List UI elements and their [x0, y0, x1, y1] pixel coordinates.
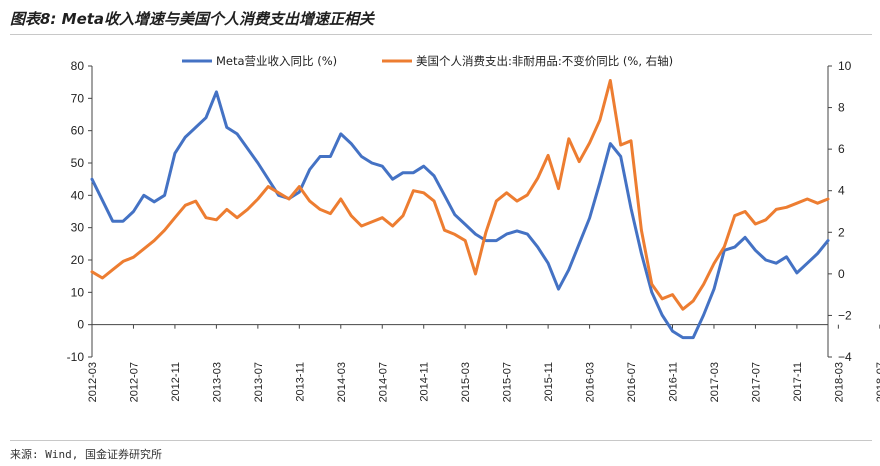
- bottom-rule: [10, 440, 872, 441]
- y-left-tick-label: 0: [77, 318, 84, 332]
- x-tick-label: 2014-11: [419, 362, 431, 402]
- y-left-tick-label: 50: [71, 156, 85, 170]
- x-tick-label: 2012-03: [87, 362, 99, 402]
- y-right-tick-label: 2: [838, 225, 845, 239]
- y-right-tick-label: 10: [838, 59, 852, 73]
- chart-title: 图表8: Meta收入增速与美国个人消费支出增速正相关: [10, 10, 375, 28]
- series-lines-group: [90, 79, 830, 340]
- x-tick-label: 2016-03: [585, 362, 597, 402]
- source-note: 来源: Wind, 国金证券研究所: [10, 448, 162, 461]
- x-tick-label: 2014-03: [336, 362, 348, 402]
- legend-label-1: Meta营业收入同比 (%): [216, 54, 337, 68]
- y-right-tick-label: 8: [838, 101, 845, 115]
- y-left-tick-label: 10: [71, 285, 85, 299]
- x-tick-label: 2015-07: [502, 362, 514, 402]
- y-right-tick-label: 6: [838, 142, 845, 156]
- y-left-tick-label: 40: [71, 188, 85, 202]
- y-right-tick-label: −4: [838, 350, 852, 364]
- y-left-tick-label: -10: [67, 350, 85, 364]
- y-left-tick-label: 20: [71, 253, 85, 267]
- top-rule: [10, 34, 872, 35]
- series-line-2: [90, 79, 830, 311]
- x-tick-label: 2015-11: [543, 362, 555, 402]
- x-tick-label: 2018-07: [875, 362, 880, 402]
- x-tick-label: 2013-07: [253, 362, 265, 402]
- y-left-tick-label: 60: [71, 124, 85, 138]
- x-tick-label: 2014-07: [377, 362, 389, 402]
- x-tick-label: 2016-11: [668, 362, 680, 402]
- y-left-tick-label: 80: [71, 59, 85, 73]
- x-tick-label: 2018-03: [833, 362, 845, 402]
- series-line-1: [90, 90, 830, 340]
- y-left-tick-label: 30: [71, 221, 85, 235]
- x-tick-label: 2017-07: [750, 362, 762, 402]
- x-tick-label: 2016-07: [626, 362, 638, 402]
- x-tick-label: 2013-11: [294, 362, 306, 402]
- y-left-tick-label: 70: [71, 91, 85, 105]
- x-tick-label: 2012-07: [128, 362, 140, 402]
- x-tick-label: 2013-03: [211, 362, 223, 402]
- x-tick-label: 2012-11: [170, 362, 182, 402]
- x-tick-label: 2015-03: [460, 362, 472, 402]
- y-right-tick-label: 4: [838, 184, 845, 198]
- y-right-tick-label: −2: [838, 308, 852, 322]
- legend-label-2: 美国个人消费支出:非耐用品:不变价同比 (%, 右轴): [416, 54, 673, 68]
- x-tick-label: 2017-11: [792, 362, 804, 402]
- legend: Meta营业收入同比 (%) 美国个人消费支出:非耐用品:不变价同比 (%, 右轴…: [182, 54, 673, 68]
- axes-group: -10 0 10 20 30 40 50 60 70 80 −4 −2 0 2 4 6 8 10 2012-03 20…: [67, 59, 880, 402]
- y-right-tick-label: 0: [838, 267, 845, 281]
- x-tick-label: 2017-03: [709, 362, 721, 402]
